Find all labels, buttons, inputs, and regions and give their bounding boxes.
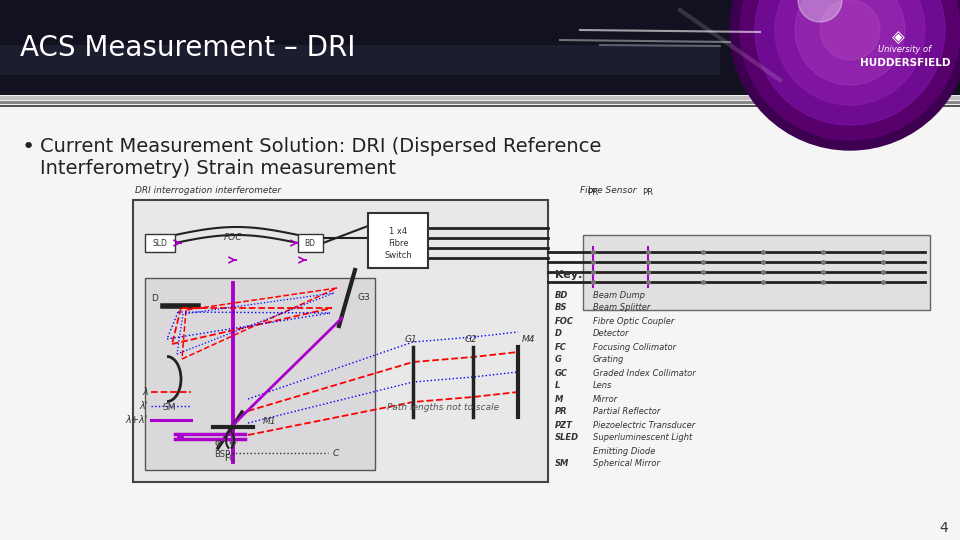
Text: BSP: BSP (214, 450, 230, 459)
Text: Graded Index Collimator: Graded Index Collimator (593, 368, 696, 377)
Text: M: M (555, 395, 564, 403)
Text: HUDDERSFIELD: HUDDERSFIELD (860, 58, 950, 68)
Bar (0, 96, 960, 100)
Bar (0, 107, 960, 540)
Text: M4: M4 (522, 335, 536, 344)
Text: D: D (151, 294, 158, 303)
Text: University of: University of (878, 45, 931, 54)
Text: Beam Splitter: Beam Splitter (593, 303, 650, 313)
Bar (583, 235, 930, 310)
Text: Key:: Key: (555, 270, 583, 280)
Circle shape (755, 0, 945, 125)
Text: λ': λ' (139, 401, 148, 411)
Circle shape (820, 0, 880, 60)
Text: Beam Dump: Beam Dump (593, 291, 645, 300)
Text: SLD: SLD (153, 239, 167, 247)
Bar (298, 234, 323, 252)
Text: Grating: Grating (593, 355, 624, 364)
Text: G2: G2 (465, 335, 477, 344)
Bar (0, 101, 960, 104)
Text: BS: BS (555, 303, 567, 313)
Circle shape (730, 0, 960, 150)
Text: GC: GC (555, 368, 568, 377)
Text: Fibre Optic Coupler: Fibre Optic Coupler (593, 316, 674, 326)
Text: SM: SM (162, 403, 176, 412)
Bar (145, 278, 375, 470)
Bar (0, 0, 960, 95)
Bar (0, 105, 960, 107)
Text: Focusing Collimator: Focusing Collimator (593, 342, 676, 352)
Text: G3: G3 (357, 294, 370, 302)
Text: FC: FC (225, 454, 236, 463)
Text: BD: BD (555, 291, 568, 300)
Bar (0, 45, 720, 75)
Text: Detector: Detector (593, 329, 630, 339)
Text: Mirror: Mirror (593, 395, 618, 403)
Text: Fibre Sensor: Fibre Sensor (580, 186, 636, 195)
Text: L: L (555, 381, 561, 390)
Text: PZT: PZT (555, 421, 573, 429)
Text: SM: SM (555, 460, 569, 469)
Text: Partial Reflector: Partial Reflector (593, 408, 660, 416)
Bar (145, 234, 175, 252)
Text: G1: G1 (404, 335, 418, 344)
Text: 1 x4: 1 x4 (389, 226, 407, 235)
Text: FC: FC (555, 342, 566, 352)
Text: SLED: SLED (555, 434, 579, 442)
Text: PR: PR (555, 408, 567, 416)
Text: λ: λ (142, 387, 148, 397)
Text: PR: PR (588, 188, 598, 197)
Text: Interferometry) Strain measurement: Interferometry) Strain measurement (40, 159, 396, 178)
Bar (133, 200, 548, 482)
Text: λ+λ': λ+λ' (126, 415, 148, 425)
Text: φ: φ (214, 438, 221, 448)
Text: FOC: FOC (224, 233, 242, 242)
Text: DRI interrogation interferometer: DRI interrogation interferometer (135, 186, 281, 195)
Text: Lens: Lens (593, 381, 612, 390)
Text: Path lengths not to scale: Path lengths not to scale (387, 402, 499, 411)
Text: •: • (22, 137, 36, 157)
Circle shape (795, 0, 905, 85)
Text: Emitting Diode: Emitting Diode (593, 447, 656, 456)
Circle shape (798, 0, 842, 22)
Text: D: D (555, 329, 562, 339)
Circle shape (740, 0, 960, 140)
Text: PR: PR (642, 188, 654, 197)
Circle shape (775, 0, 925, 105)
Text: G: G (555, 355, 562, 364)
Text: Current Measurement Solution: DRI (Dispersed Reference: Current Measurement Solution: DRI (Dispe… (40, 137, 601, 156)
Text: Superluminescent Light: Superluminescent Light (593, 434, 692, 442)
Text: ◈: ◈ (892, 29, 904, 47)
Text: Spherical Mirror: Spherical Mirror (593, 460, 660, 469)
Text: BD: BD (304, 239, 316, 247)
Text: FOC: FOC (555, 316, 574, 326)
Text: Piezoelectric Transducer: Piezoelectric Transducer (593, 421, 695, 429)
Text: 4: 4 (939, 521, 948, 535)
Text: C: C (333, 449, 339, 457)
Text: ACS Measurement – DRI: ACS Measurement – DRI (20, 34, 355, 62)
Text: M1: M1 (263, 417, 276, 427)
Text: Fibre: Fibre (388, 240, 408, 248)
Text: Switch: Switch (384, 252, 412, 260)
Bar (368, 213, 428, 268)
